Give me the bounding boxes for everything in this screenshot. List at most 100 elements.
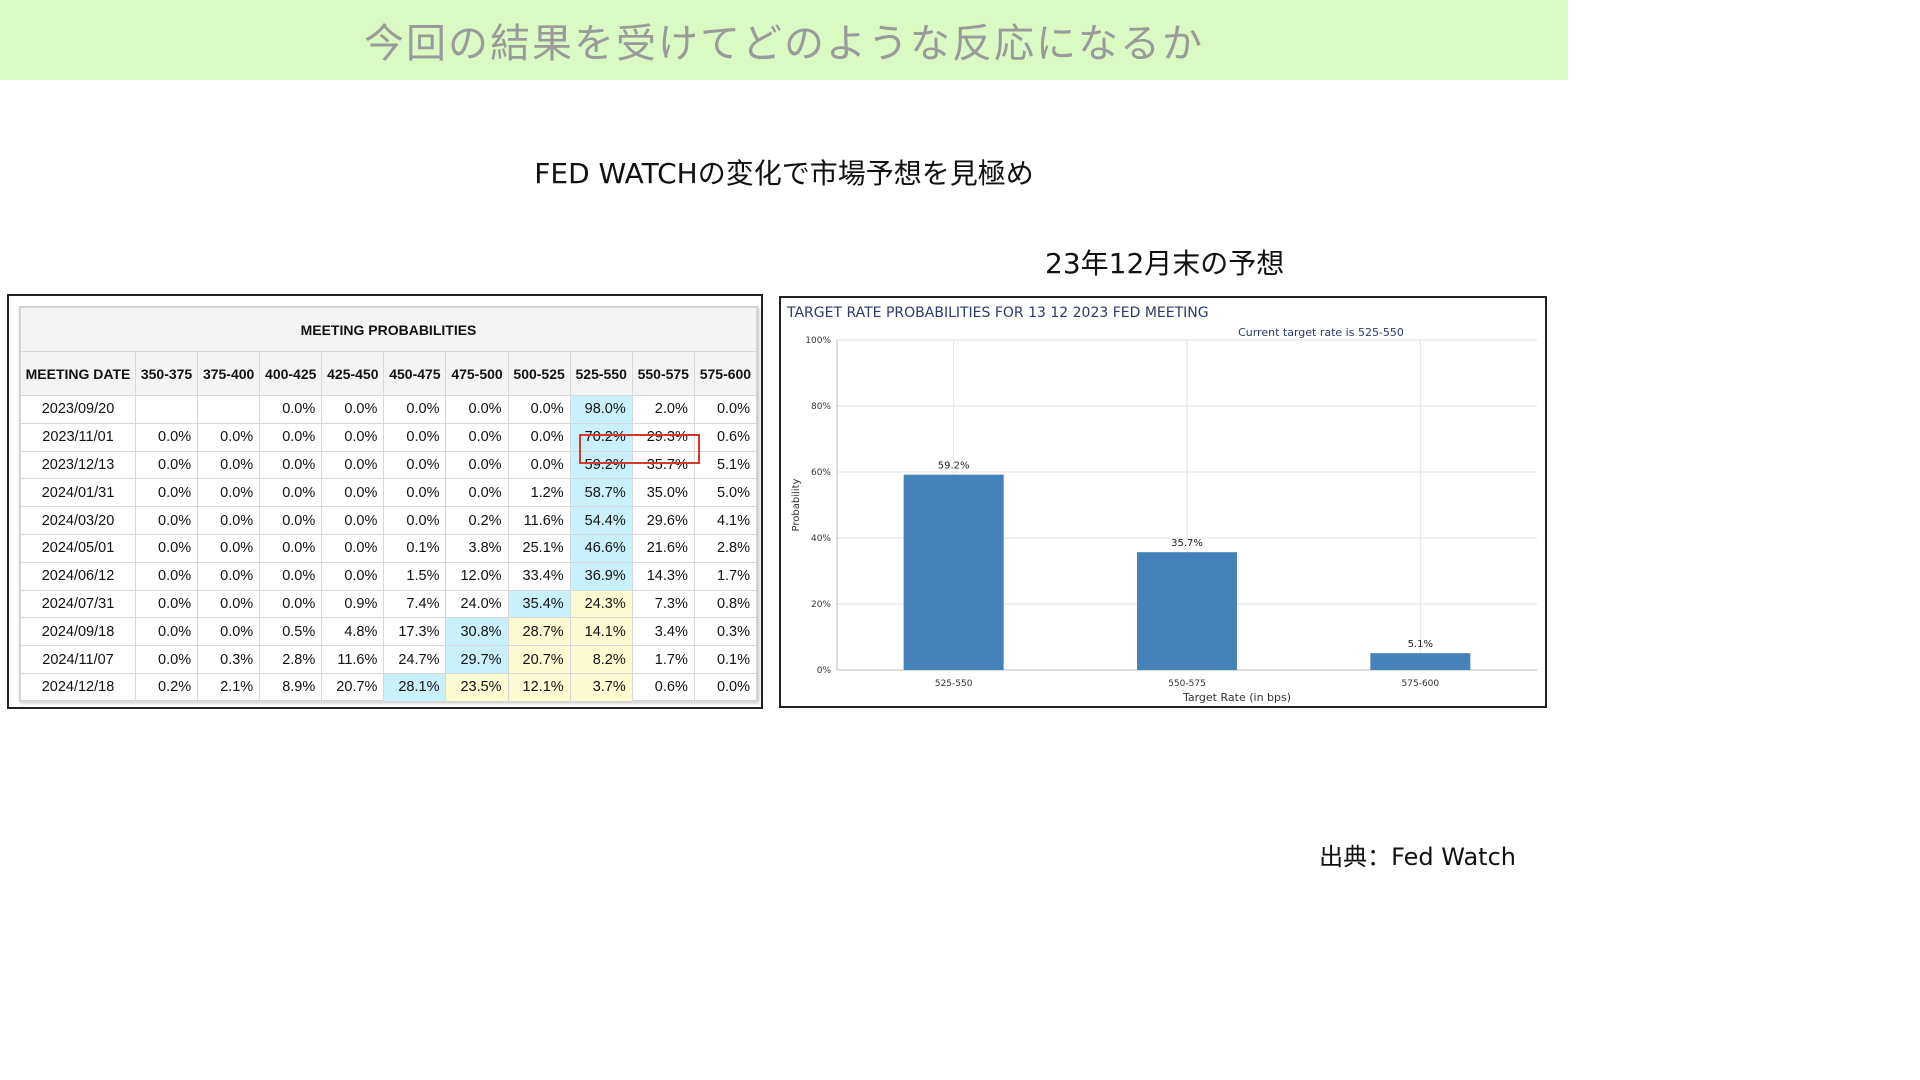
chart-heading: 23年12月末の予想	[1045, 247, 1285, 280]
table-row: 2024/09/18 0.0% 0.0% 0.5% 4.8% 17.3% 30.8% 28.7…	[20, 617, 758, 647]
table-caption-row: MEETING PROBABILITIES	[20, 307, 757, 352]
table-row: 2023/11/01 0.0% 0.0% 0.0% 0.0% 0.0% 0.0% 0.0% 70…	[20, 422, 758, 452]
table-row: 2024/01/31 0.0% 0.0% 0.0% 0.0% 0.0% 0.0% 1.2% 58…	[20, 478, 758, 508]
table-row: 2024/07/31 0.0% 0.0% 0.0% 0.9% 7.4% 24.0% 35.4%…	[20, 589, 758, 619]
probability-cell: 7.3%	[631, 589, 695, 619]
probability-cell: 35.4%	[507, 589, 571, 619]
y-tick-label: 60%	[811, 468, 831, 478]
probability-cell: 0.0%	[321, 561, 385, 591]
probability-cell: 30.8%	[445, 617, 509, 647]
bar-chart-panel: TARGET RATE PROBABILITIES FOR 13 12 2023…	[779, 296, 1547, 708]
probability-cell: 0.0%	[445, 422, 509, 452]
table-row: 2024/03/20 0.0% 0.0% 0.0% 0.0% 0.0% 0.2% 11.6% 5…	[20, 506, 758, 535]
probability-cell: 0.0%	[134, 450, 199, 480]
probability-cell: 0.0%	[197, 533, 261, 563]
x-tick-label: 525-550	[935, 679, 973, 689]
probability-cell: 33.4%	[507, 561, 571, 591]
probability-cell: 12.1%	[507, 672, 571, 702]
probability-cell: 0.0%	[134, 617, 199, 647]
probability-cell: 0.0%	[445, 450, 509, 480]
probability-cell: 1.2%	[507, 478, 571, 508]
probability-cell: 12.0%	[445, 561, 509, 591]
probability-cell: 0.0%	[197, 589, 261, 619]
meeting-date-cell: 2023/09/20	[20, 395, 136, 424]
table-caption: MEETING PROBABILITIES	[20, 307, 757, 352]
title-bar: 今回の結果を受けてどのような反応になるか	[0, 0, 1568, 80]
probability-cell: 54.4%	[569, 506, 633, 535]
probability-cell: 0.0%	[321, 395, 385, 424]
slide-subtitle: FED WATCHの変化で市場予想を見極め	[534, 157, 1034, 190]
probability-cell: 35.0%	[631, 478, 695, 508]
probability-cell: 21.6%	[631, 533, 695, 563]
column-header-475-500: 475-500	[445, 351, 509, 396]
probability-cell: 0.0%	[134, 422, 199, 452]
probability-cell: 20.7%	[507, 645, 571, 674]
probability-cell: 0.0%	[197, 478, 261, 508]
probability-cell: 1.5%	[383, 561, 447, 591]
probability-cell: 14.1%	[569, 617, 633, 647]
probability-cell: 20.7%	[321, 672, 385, 702]
table-row: 2023/09/20 0.0% 0.0% 0.0% 0.0% 0.0% 98.0% 2.0% 0…	[20, 395, 758, 424]
probability-cell: 23.5%	[445, 672, 509, 702]
probability-cell: 0.0%	[197, 561, 261, 591]
meeting-date-cell: 2023/11/01	[20, 422, 136, 452]
probability-cell: 4.8%	[321, 617, 385, 647]
probability-cell: 1.7%	[693, 561, 758, 591]
probability-cell	[197, 395, 261, 424]
bar-chart: TARGET RATE PROBABILITIES FOR 13 12 2023…	[786, 305, 1537, 704]
probability-cell: 0.0%	[197, 422, 261, 452]
probability-cell: 8.2%	[569, 645, 633, 674]
probability-cell: 0.0%	[507, 450, 571, 480]
bar-data-label: 35.7%	[1171, 538, 1203, 549]
probability-cell: 14.3%	[631, 561, 695, 591]
probability-cell: 0.0%	[197, 506, 261, 535]
column-header-525-550: 525-550	[569, 351, 633, 396]
probability-cell: 0.0%	[134, 645, 199, 674]
column-header-500-525: 500-525	[507, 351, 571, 396]
table-header-row: MEETING DATE 350-375 375-400 400-425 425-450…	[20, 351, 758, 396]
probability-cell: 0.0%	[197, 450, 261, 480]
column-header-575-600: 575-600	[693, 351, 758, 396]
probability-cell: 0.0%	[507, 395, 571, 424]
probability-cell: 0.3%	[693, 617, 758, 647]
column-header-date: MEETING DATE	[20, 351, 136, 396]
probability-cell: 0.0%	[693, 395, 758, 424]
meeting-date-cell: 2024/09/18	[20, 617, 136, 647]
bar-550-575	[1137, 552, 1237, 670]
probability-cell: 0.0%	[445, 478, 509, 508]
probability-cell: 98.0%	[569, 395, 633, 424]
column-header-375-400: 375-400	[197, 351, 261, 396]
probability-cell: 4.1%	[693, 506, 758, 535]
probability-cell: 0.0%	[383, 450, 447, 480]
probability-cell: 0.0%	[259, 395, 323, 424]
probability-cell: 0.0%	[507, 422, 571, 452]
probability-table: MEETING PROBABILITIES MEETING DATE 350-37…	[20, 307, 758, 702]
probability-cell: 0.6%	[693, 422, 758, 452]
bar-525-550	[903, 474, 1004, 670]
x-tick-label: 575-600	[1402, 679, 1440, 689]
probability-cell: 0.0%	[321, 422, 385, 452]
probability-cell: 58.7%	[569, 478, 633, 508]
probability-cell: 0.0%	[259, 506, 323, 535]
column-header-425-450: 425-450	[321, 351, 385, 396]
probability-cell: 28.1%	[383, 672, 447, 702]
probability-cell: 7.4%	[383, 589, 447, 619]
probability-cell: 0.1%	[693, 645, 758, 674]
probability-cell: 0.0%	[259, 589, 323, 619]
probability-cell: 8.9%	[259, 672, 323, 702]
probability-cell: 11.6%	[507, 506, 571, 535]
table-row: 2024/05/01 0.0% 0.0% 0.0% 0.0% 0.1% 3.8% 25.1% 4…	[20, 533, 758, 563]
meeting-date-cell: 2024/05/01	[20, 533, 136, 563]
probability-cell: 0.0%	[321, 450, 385, 480]
bar-data-label: 5.1%	[1408, 639, 1433, 650]
probability-cell: 29.6%	[631, 506, 695, 535]
y-tick-label: 0%	[817, 666, 832, 676]
probability-cell: 1.7%	[631, 645, 695, 674]
probability-cell: 0.2%	[445, 506, 509, 535]
probability-cell: 11.6%	[321, 645, 385, 674]
probability-cell: 25.1%	[507, 533, 571, 563]
probability-cell: 0.0%	[445, 395, 509, 424]
x-tick-label: 550-575	[1168, 679, 1206, 689]
meeting-date-cell: 2024/01/31	[20, 478, 136, 508]
probability-cell: 0.0%	[134, 533, 199, 563]
